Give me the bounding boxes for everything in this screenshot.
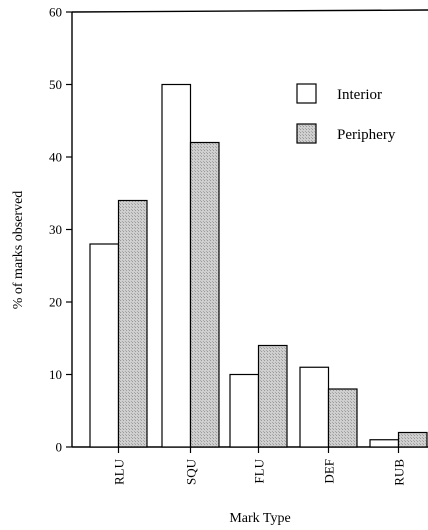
x-tick-label: RUB bbox=[392, 459, 407, 486]
x-tick-label: RLU bbox=[112, 458, 127, 485]
y-tick-label: 20 bbox=[49, 295, 62, 310]
y-tick-label: 30 bbox=[49, 222, 62, 237]
x-axis: RLU SQU FLU DEF RUB bbox=[112, 447, 407, 486]
bar-periphery-squ bbox=[189, 141, 220, 448]
y-tick-label: 50 bbox=[49, 77, 62, 92]
bar-interior-flu bbox=[229, 373, 260, 448]
x-tick-label: FLU bbox=[252, 458, 267, 483]
legend-swatch-periphery bbox=[296, 123, 317, 144]
bar-periphery-rlu bbox=[117, 199, 148, 448]
bar-periphery-def bbox=[327, 388, 358, 448]
bar-periphery-flu bbox=[257, 344, 288, 448]
y-tick-label: 40 bbox=[49, 150, 62, 165]
y-axis-title: % of marks observed bbox=[11, 191, 26, 310]
legend: Interior Periphery bbox=[296, 83, 396, 144]
bar-periphery-rub bbox=[397, 431, 428, 448]
top-frame-line bbox=[71, 9, 428, 13]
y-axis: 0 10 20 30 40 50 60 bbox=[49, 5, 72, 455]
legend-label-interior: Interior bbox=[337, 87, 382, 103]
x-tick-label: DEF bbox=[322, 459, 337, 484]
bar-interior-def bbox=[299, 366, 330, 448]
x-tick-label: SQU bbox=[184, 458, 199, 485]
y-tick-label: 10 bbox=[49, 367, 62, 382]
legend-label-periphery: Periphery bbox=[337, 127, 396, 143]
y-tick-label: 0 bbox=[56, 440, 63, 455]
bar-interior-rlu bbox=[89, 243, 120, 448]
legend-swatch-interior bbox=[296, 83, 317, 104]
bars-group bbox=[89, 83, 428, 448]
y-tick-label: 60 bbox=[49, 5, 62, 20]
x-axis-title: Mark Type bbox=[229, 511, 290, 526]
bar-interior-squ bbox=[161, 83, 192, 448]
bar-interior-rub bbox=[369, 439, 400, 448]
